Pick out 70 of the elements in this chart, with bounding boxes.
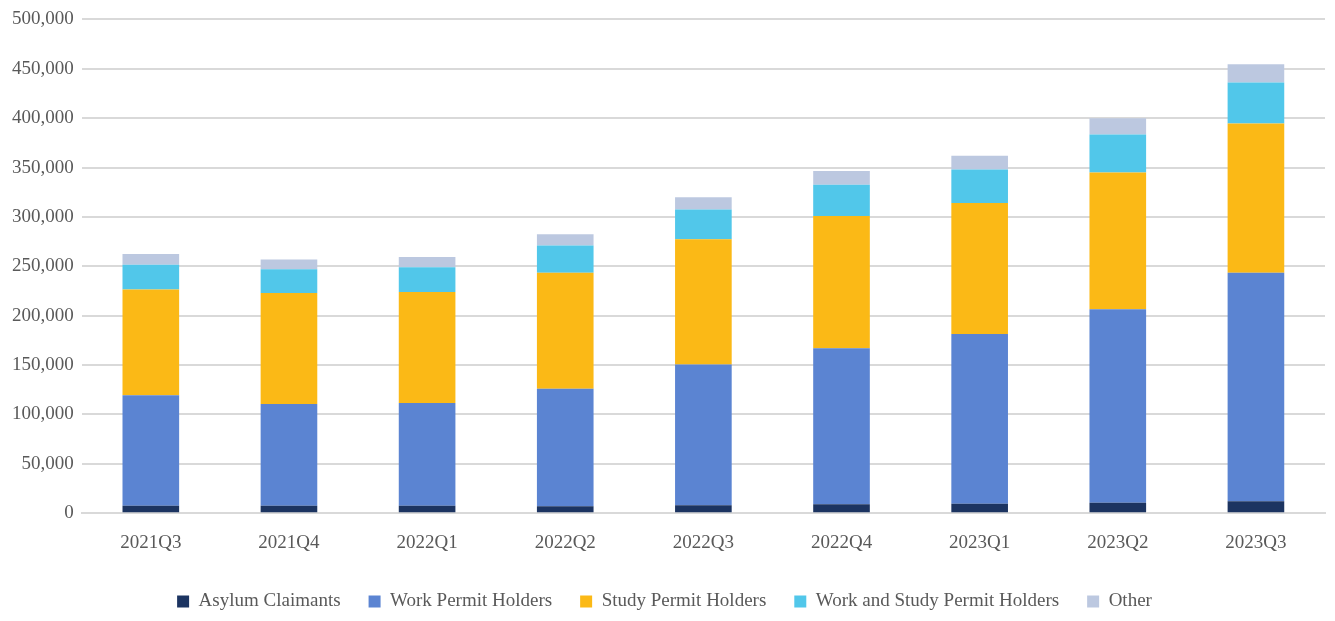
bar	[398, 505, 456, 513]
bar	[536, 272, 594, 389]
y-tick-label: 500,000	[12, 7, 74, 29]
x-tick-label: 2023Q1	[949, 530, 1011, 552]
y-tick-label: 450,000	[12, 56, 74, 78]
bar	[398, 267, 456, 292]
bar	[398, 256, 456, 268]
bar	[122, 253, 180, 265]
y-tick-label: 0	[64, 501, 74, 523]
y-tick-label: 350,000	[12, 155, 74, 177]
bar	[675, 197, 732, 210]
x-tick-label: 2022Q1	[396, 530, 458, 552]
legend-label: Asylum Claimants	[198, 589, 341, 611]
y-tick-label: 200,000	[12, 303, 74, 325]
bar	[122, 289, 180, 396]
bar	[813, 184, 870, 216]
y-tick-label: 100,000	[12, 402, 74, 424]
y-tick-label: 250,000	[12, 254, 74, 276]
legend-label: Work Permit Holders	[390, 589, 553, 611]
bar	[122, 264, 180, 290]
y-tick-label: 150,000	[12, 353, 74, 375]
x-tick-label: 2022Q4	[810, 530, 873, 552]
bar	[260, 269, 318, 293]
bar	[1227, 501, 1285, 513]
bar	[1089, 502, 1147, 513]
bar	[260, 505, 318, 513]
bar	[1089, 172, 1147, 310]
bar	[260, 404, 318, 506]
bar	[951, 333, 1008, 504]
bar	[1089, 309, 1147, 503]
bar	[951, 203, 1008, 334]
legend-label: Work and Study Permit Holders	[815, 589, 1060, 611]
bar	[1227, 123, 1285, 273]
bar	[1227, 64, 1285, 83]
y-tick-label: 300,000	[12, 204, 74, 226]
bar	[536, 506, 594, 513]
x-tick-label: 2023Q2	[1087, 530, 1149, 552]
legend-label: Other	[1108, 589, 1153, 611]
bar	[951, 155, 1008, 170]
x-tick-label: 2021Q3	[120, 530, 182, 552]
x-tick-label: 2022Q2	[534, 530, 596, 552]
legend-label: Study Permit Holders	[601, 589, 767, 611]
bar	[1227, 272, 1285, 502]
bar	[536, 234, 594, 246]
bar	[951, 169, 1008, 204]
bar	[260, 259, 318, 270]
bar	[536, 245, 594, 273]
bar	[951, 503, 1008, 513]
x-tick-label: 2021Q4	[258, 530, 321, 552]
bar	[260, 292, 318, 405]
x-tick-label: 2022Q3	[672, 530, 734, 552]
bar	[1089, 134, 1147, 173]
bar	[675, 505, 732, 513]
bar	[398, 291, 456, 404]
bar	[122, 505, 180, 513]
bar	[675, 239, 732, 365]
bar	[122, 395, 180, 506]
x-tick-label: 2023Q3	[1225, 530, 1287, 552]
bar	[1227, 82, 1285, 124]
bar	[398, 403, 456, 506]
bar	[813, 171, 870, 185]
bar	[813, 215, 870, 349]
bar	[675, 209, 732, 240]
bar	[536, 388, 594, 507]
bar	[813, 348, 870, 505]
bar	[1089, 118, 1147, 135]
bar	[675, 364, 732, 506]
bar	[813, 504, 870, 513]
y-tick-label: 50,000	[21, 451, 74, 473]
y-tick-label: 400,000	[12, 106, 74, 128]
